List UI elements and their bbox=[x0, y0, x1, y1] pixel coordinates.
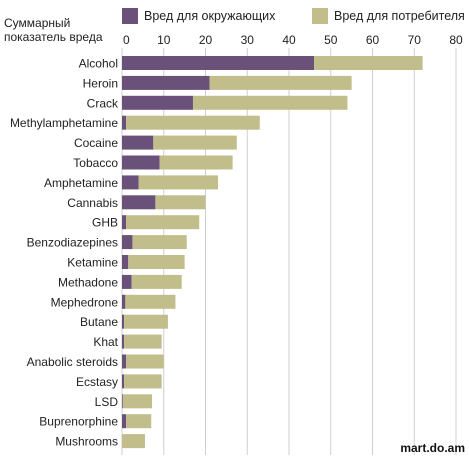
bar-lsd-series-1 bbox=[122, 394, 153, 409]
bar-ecstasy-series-0 bbox=[122, 374, 125, 389]
category-label-methylamphetamine: Methylamphetamine bbox=[10, 116, 118, 130]
watermark: mart.do.am bbox=[400, 441, 465, 455]
legend-label-others: Вред для окружающих bbox=[144, 9, 276, 23]
bar-crack-series-0 bbox=[122, 95, 193, 110]
x-tick-label-40: 40 bbox=[282, 33, 296, 47]
bar-anabolic-steroids-series-1 bbox=[126, 354, 164, 369]
category-label-cannabis: Cannabis bbox=[67, 196, 118, 210]
bar-methylamphetamine-series-0 bbox=[122, 115, 127, 130]
bar-cannabis-series-0 bbox=[122, 195, 156, 210]
category-label-tobacco: Tobacco bbox=[73, 156, 118, 170]
bar-ketamine-series-1 bbox=[128, 255, 185, 269]
x-tick-label-10: 10 bbox=[157, 33, 171, 47]
x-tick-label-30: 30 bbox=[241, 33, 255, 47]
bar-khat-series-0 bbox=[122, 334, 125, 349]
bar-methadone-series-0 bbox=[122, 274, 132, 289]
bar-ghb-series-1 bbox=[126, 215, 200, 230]
x-tick-label-60: 60 bbox=[366, 33, 380, 47]
bar-butane-series-1 bbox=[124, 314, 168, 329]
category-label-crack: Crack bbox=[87, 96, 119, 110]
x-tick-label-0: 0 bbox=[123, 33, 130, 47]
bar-ghb-series-0 bbox=[122, 215, 127, 230]
bar-alcohol-series-0 bbox=[122, 56, 315, 70]
bar-cannabis-series-1 bbox=[155, 195, 206, 210]
category-label-ketamine: Ketamine bbox=[67, 256, 118, 270]
category-label-mushrooms: Mushrooms bbox=[55, 435, 118, 449]
bar-benzodiazepines-series-1 bbox=[132, 235, 187, 250]
x-tick-label-50: 50 bbox=[324, 33, 338, 47]
category-label-khat: Khat bbox=[93, 335, 118, 349]
category-label-butane: Butane bbox=[80, 315, 118, 329]
bar-buprenorphine-series-0 bbox=[122, 414, 127, 429]
chart-title: Суммарный показатель вреда bbox=[4, 16, 103, 44]
category-label-amphetamine: Amphetamine bbox=[44, 176, 118, 190]
category-label-heroin: Heroin bbox=[83, 76, 118, 90]
legend-label-user: Вред для потребителя bbox=[334, 9, 465, 23]
legend-swatch-user bbox=[312, 8, 328, 24]
bar-cocaine-series-0 bbox=[122, 135, 154, 150]
bar-tobacco-series-1 bbox=[159, 155, 233, 170]
legend-item-others: Вред для окружающих bbox=[122, 8, 275, 24]
bar-alcohol-series-1 bbox=[314, 56, 423, 70]
bar-mushrooms-series-1 bbox=[122, 434, 145, 449]
category-label-mephedrone: Mephedrone bbox=[51, 295, 119, 309]
bar-mephedrone-series-0 bbox=[122, 294, 126, 309]
bar-heroin-series-0 bbox=[122, 75, 210, 90]
category-label-buprenorphine: Buprenorphine bbox=[39, 415, 118, 429]
bar-amphetamine-series-1 bbox=[138, 175, 219, 190]
bar-methadone-series-1 bbox=[131, 274, 182, 289]
category-label-alcohol: Alcohol bbox=[79, 57, 118, 71]
category-label-ecstasy: Ecstasy bbox=[76, 375, 118, 389]
category-label-anabolic-steroids: Anabolic steroids bbox=[27, 355, 118, 369]
bar-lsd-series-0 bbox=[122, 394, 123, 409]
category-label-cocaine: Cocaine bbox=[74, 136, 118, 150]
bar-khat-series-1 bbox=[124, 334, 162, 349]
legend-swatch-others bbox=[122, 8, 138, 24]
legend-item-user: Вред для потребителя bbox=[312, 8, 465, 24]
bar-ecstasy-series-1 bbox=[124, 374, 162, 389]
bar-mephedrone-series-1 bbox=[125, 294, 176, 309]
category-label-benzodiazepines: Benzodiazepines bbox=[27, 236, 118, 250]
bar-methylamphetamine-series-1 bbox=[126, 115, 260, 130]
bar-tobacco-series-0 bbox=[122, 155, 160, 170]
bar-buprenorphine-series-1 bbox=[126, 414, 152, 429]
category-label-lsd: LSD bbox=[95, 395, 119, 409]
category-label-methadone: Methadone bbox=[58, 275, 118, 289]
bar-ketamine-series-0 bbox=[122, 255, 129, 269]
bar-benzodiazepines-series-0 bbox=[122, 235, 133, 250]
x-tick-label-20: 20 bbox=[199, 33, 213, 47]
category-label-ghb: GHB bbox=[92, 216, 118, 230]
x-tick-label-70: 70 bbox=[408, 33, 422, 47]
x-tick-label-80: 80 bbox=[449, 33, 463, 47]
bar-heroin-series-1 bbox=[209, 75, 352, 90]
bar-crack-series-1 bbox=[192, 95, 348, 110]
bar-amphetamine-series-0 bbox=[122, 175, 139, 190]
bar-butane-series-0 bbox=[122, 314, 125, 329]
bar-cocaine-series-1 bbox=[153, 135, 237, 150]
bar-anabolic-steroids-series-0 bbox=[122, 354, 127, 369]
